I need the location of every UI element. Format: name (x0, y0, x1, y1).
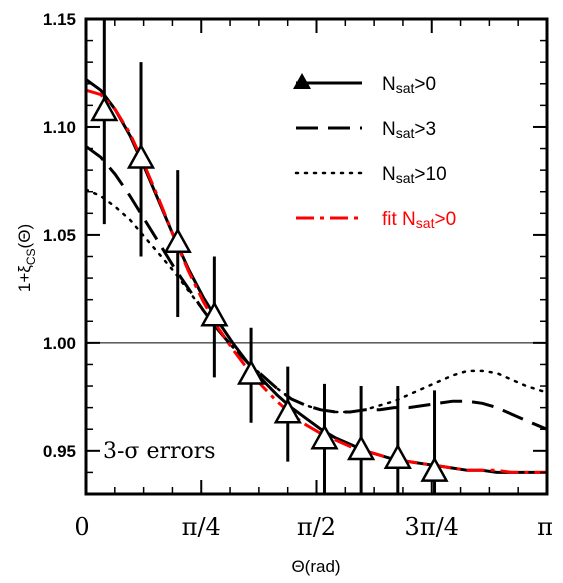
series-line (86, 78, 547, 474)
x-tick-label: π/4 (182, 513, 221, 541)
series-line (86, 88, 547, 474)
y-axis-title-arg: (Θ) (15, 224, 34, 249)
x-tick-label: π/2 (297, 513, 336, 541)
svg-text:1+ξCS(Θ): 1+ξCS(Θ) (15, 224, 38, 292)
y-tick-label: 0.95 (43, 442, 76, 461)
data-point-marker (200, 301, 229, 327)
series-layer (86, 78, 547, 474)
data-point-marker (420, 456, 449, 482)
y-tick-label: 1.00 (43, 334, 76, 353)
legend-label: Nsat>3 (382, 119, 436, 141)
x-tick-label: 3π/4 (405, 513, 459, 541)
legend-label: Nsat>0 (382, 74, 436, 96)
data-point-marker (90, 95, 119, 122)
legend-marker (293, 73, 311, 89)
series-line (86, 188, 547, 414)
x-axis-title: Θ(rad) (291, 557, 340, 576)
y-tick-label: 1.10 (43, 118, 76, 137)
y-axis-title-sub: CS (24, 248, 38, 265)
y-axis-title: 1+ξCS(Θ) (15, 224, 38, 292)
y-axis-title-main: 1+ξ (15, 265, 34, 292)
tick-layer (85, 18, 548, 494)
x-tick-label: π (537, 513, 553, 541)
data-point-marker (236, 359, 266, 385)
y-tick-label: 1.15 (43, 10, 76, 29)
legend: Nsat>0 Nsat>3 Nsat>10 fit Nsat>0 (293, 73, 456, 231)
x-tick-label: 0 (74, 513, 89, 541)
error-bar-layer (90, 19, 449, 494)
data-point-marker (163, 227, 192, 254)
tick-label-layer: 0.95 1.00 1.05 1.10 1.15 0 π/4 π/2 3π/4 π (43, 10, 553, 541)
error-annotation: 3-σ errors (103, 439, 216, 464)
legend-label: Nsat>10 (382, 164, 447, 186)
plot-frame (84, 17, 549, 496)
y-tick-label: 1.05 (43, 226, 76, 245)
data-point-marker (310, 424, 339, 450)
data-point-marker (383, 443, 412, 469)
data-point-marker (346, 434, 376, 461)
series-line (86, 145, 547, 431)
data-point-marker (126, 143, 156, 169)
legend-label: fit Nsat>0 (382, 209, 456, 231)
data-point-marker (273, 398, 302, 424)
